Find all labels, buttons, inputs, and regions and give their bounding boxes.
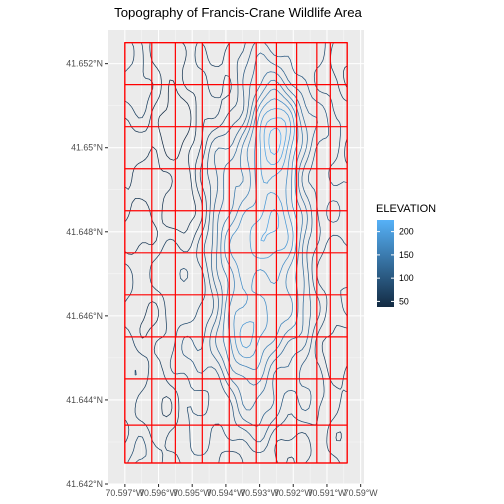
x-tick-label: 70.597°W xyxy=(105,488,144,498)
contour-line xyxy=(239,108,292,349)
y-tick-label: 41.646°N xyxy=(66,311,103,321)
x-axis: 70.597°W70.596°W70.595°W70.594°W70.593°W… xyxy=(105,484,378,498)
legend-label: 100 xyxy=(399,273,414,283)
x-tick-label: 70.59°W xyxy=(344,488,379,498)
contour-line xyxy=(124,42,348,464)
legend-label: 50 xyxy=(399,296,409,306)
x-tick-label: 70.596°W xyxy=(139,488,178,498)
y-axis: 41.652°N 41.65°N 41.648°N 41.646°N 41.644°N 4… xyxy=(66,59,108,489)
legend-label: 150 xyxy=(399,250,414,260)
y-tick-label: 41.65°N xyxy=(71,143,103,153)
contour-line xyxy=(224,88,299,370)
contour-lines xyxy=(124,42,348,464)
plot-panel xyxy=(108,30,364,484)
legend-ticks: 200 150 100 50 xyxy=(377,227,414,306)
y-tick-label: 41.652°N xyxy=(66,59,103,69)
legend-label: 200 xyxy=(399,227,414,237)
y-tick-label: 41.642°N xyxy=(66,479,103,489)
x-tick-label: 70.592°W xyxy=(274,488,313,498)
contour-line xyxy=(157,79,192,161)
contour-line xyxy=(260,117,287,242)
legend-colorbar xyxy=(377,220,394,307)
contour-line xyxy=(220,79,303,386)
x-tick-label: 70.593°W xyxy=(240,488,279,498)
contour-line xyxy=(181,42,341,443)
sampling-grid xyxy=(124,42,348,464)
chart-title: Topography of Francis-Crane Wildlife Are… xyxy=(114,5,362,20)
x-tick-label: 70.591°W xyxy=(308,488,347,498)
legend: ELEVATION 200 150 100 50 xyxy=(376,203,436,307)
legend-title: ELEVATION xyxy=(376,203,436,215)
y-tick-label: 41.644°N xyxy=(66,395,103,405)
contour-line xyxy=(215,71,308,411)
x-tick-label: 70.595°W xyxy=(173,488,212,498)
x-tick-label: 70.594°W xyxy=(207,488,246,498)
y-tick-label: 41.648°N xyxy=(66,227,103,237)
